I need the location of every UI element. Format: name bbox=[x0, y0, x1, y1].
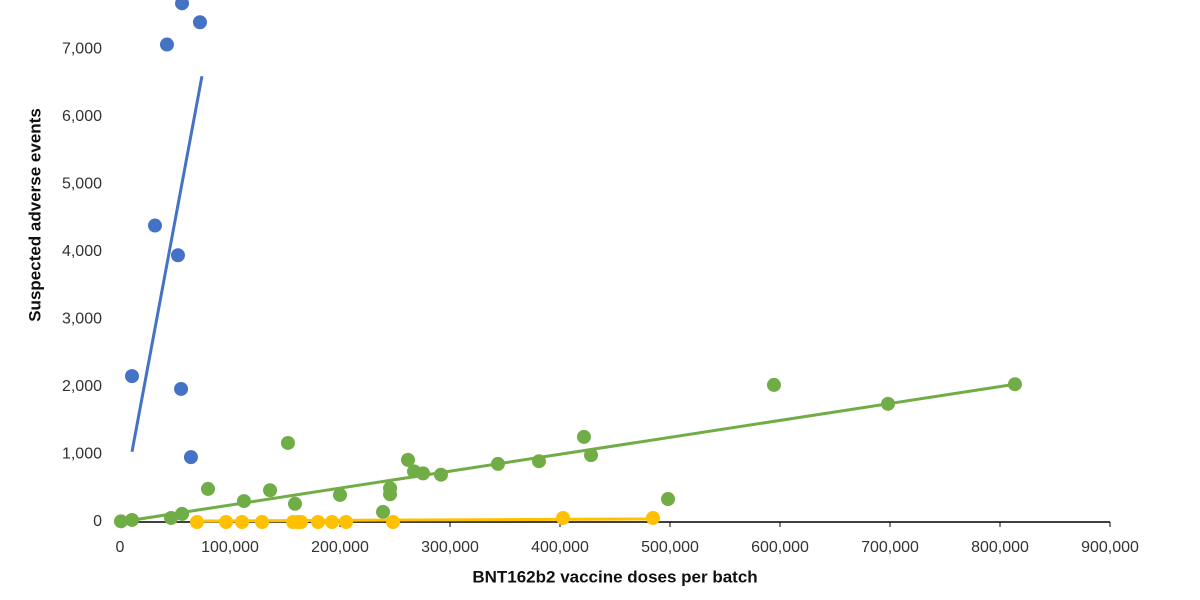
x-tick-label: 100,000 bbox=[201, 539, 259, 556]
point bbox=[324, 515, 339, 529]
y-tick-label: 0 bbox=[93, 513, 102, 530]
x-tick-label: 900,000 bbox=[1081, 539, 1139, 556]
point bbox=[170, 248, 185, 263]
point bbox=[263, 483, 278, 498]
y-tick-label: 2,000 bbox=[62, 378, 102, 395]
y-tick-label: 5,000 bbox=[62, 176, 102, 193]
x-tick-label: 700,000 bbox=[861, 539, 919, 556]
trendline bbox=[196, 517, 653, 523]
point bbox=[661, 492, 676, 507]
point bbox=[400, 452, 415, 467]
trendline bbox=[130, 76, 204, 453]
point bbox=[766, 377, 781, 392]
point bbox=[645, 510, 660, 525]
point bbox=[339, 515, 354, 529]
point bbox=[576, 429, 591, 444]
point bbox=[201, 481, 215, 496]
x-tick-label: 300,000 bbox=[421, 539, 479, 556]
point bbox=[584, 448, 599, 463]
point bbox=[147, 218, 162, 233]
x-tick-label: 200,000 bbox=[311, 539, 369, 556]
x-tick-label: 0 bbox=[116, 539, 125, 556]
point bbox=[124, 369, 139, 384]
point bbox=[174, 381, 189, 396]
point bbox=[190, 515, 204, 529]
x-tick-label: 500,000 bbox=[641, 539, 699, 556]
y-tick-label: 7,000 bbox=[62, 40, 102, 57]
point bbox=[183, 450, 198, 465]
point bbox=[311, 515, 325, 529]
x-tick-label: 600,000 bbox=[751, 539, 809, 556]
y-tick-label: 1,000 bbox=[62, 446, 102, 463]
y-tick-label: 6,000 bbox=[62, 108, 102, 125]
y-tick-label: 4,000 bbox=[62, 243, 102, 260]
y-axis-title: Suspected adverse events bbox=[25, 108, 44, 322]
point bbox=[383, 487, 398, 502]
x-tick-label: 400,000 bbox=[531, 539, 589, 556]
y-tick-label: 3,000 bbox=[62, 311, 102, 328]
point bbox=[333, 487, 347, 502]
point bbox=[175, 0, 190, 11]
point bbox=[159, 37, 174, 52]
point bbox=[288, 496, 303, 511]
point bbox=[192, 15, 207, 30]
point bbox=[280, 435, 295, 450]
x-axis-title: BNT162b2 vaccine doses per batch bbox=[472, 567, 757, 586]
point bbox=[376, 504, 391, 519]
x-tick-label: 800,000 bbox=[971, 539, 1029, 556]
trendline bbox=[119, 382, 1016, 524]
point bbox=[386, 515, 401, 529]
